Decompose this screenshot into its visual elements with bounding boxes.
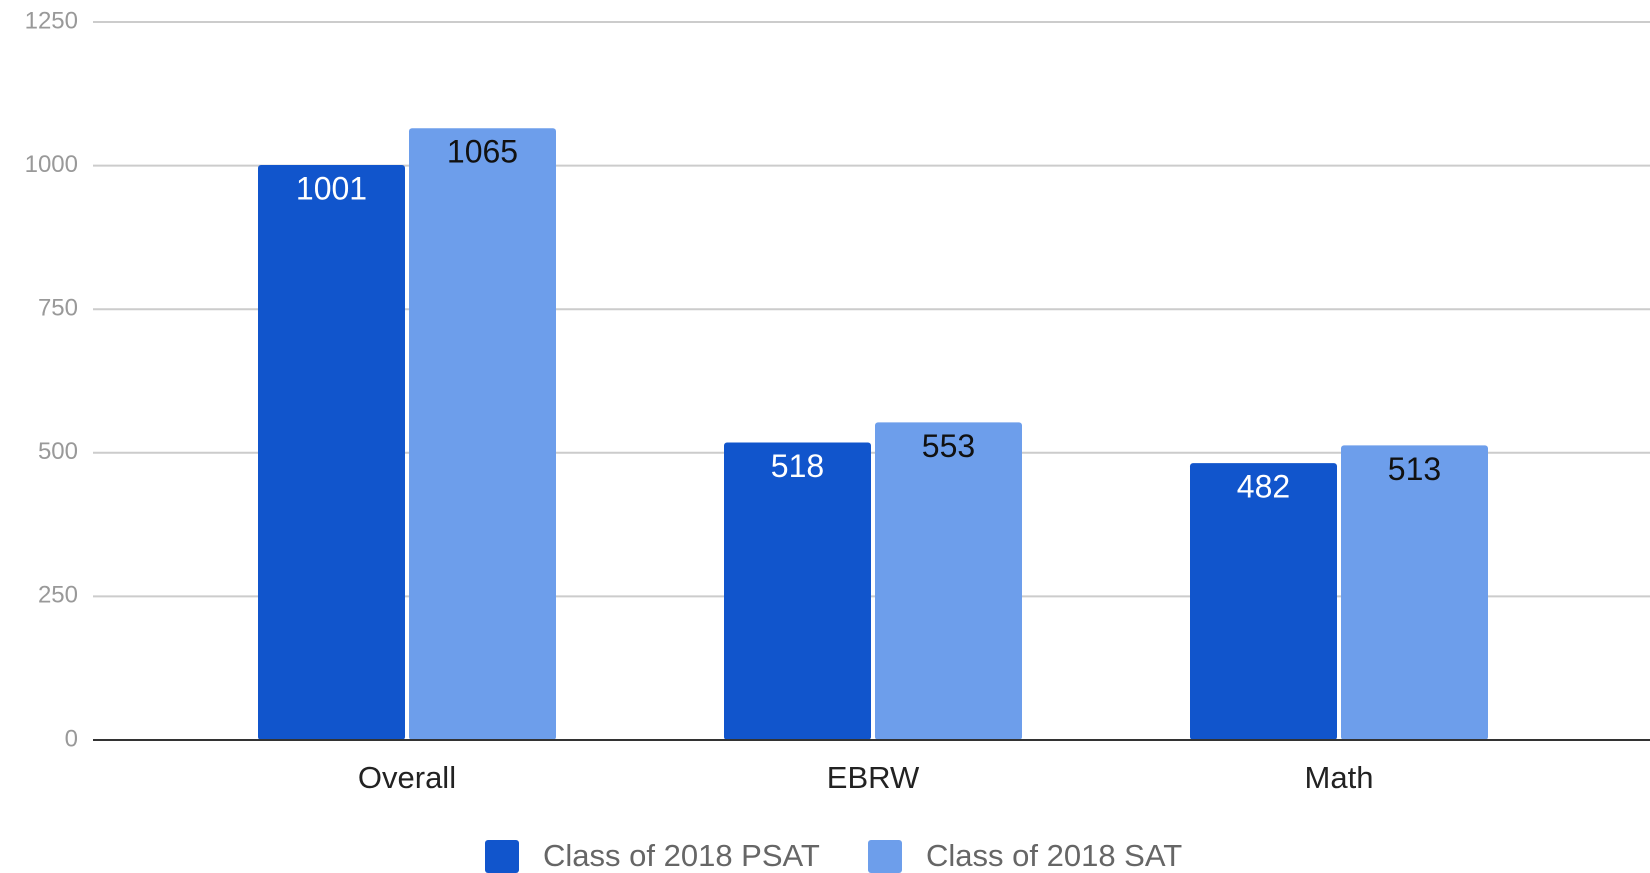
bar [1341,445,1488,740]
bar [1190,463,1337,740]
y-tick-label: 1250 [25,7,78,34]
value-label: 553 [922,428,975,464]
bar [875,422,1022,740]
y-tick-label: 1000 [25,151,78,178]
bar [409,128,556,740]
value-label: 1065 [447,134,518,170]
value-label: 482 [1237,469,1290,505]
legend-swatch [485,840,519,873]
legend-swatch [868,840,902,873]
y-tick-label: 0 [65,725,78,752]
bar [724,442,871,740]
y-tick-label: 250 [38,582,78,609]
legend-label: Class of 2018 PSAT [543,838,820,873]
x-tick-label: EBRW [827,760,920,795]
x-tick-label: Math [1305,760,1374,795]
value-label: 1001 [296,170,367,206]
y-tick-label: 750 [38,295,78,322]
x-tick-label: Overall [358,760,456,795]
value-label: 518 [771,448,824,484]
legend-label: Class of 2018 SAT [926,838,1182,873]
value-label: 513 [1388,451,1441,487]
y-tick-label: 500 [38,438,78,465]
bar [258,165,405,740]
